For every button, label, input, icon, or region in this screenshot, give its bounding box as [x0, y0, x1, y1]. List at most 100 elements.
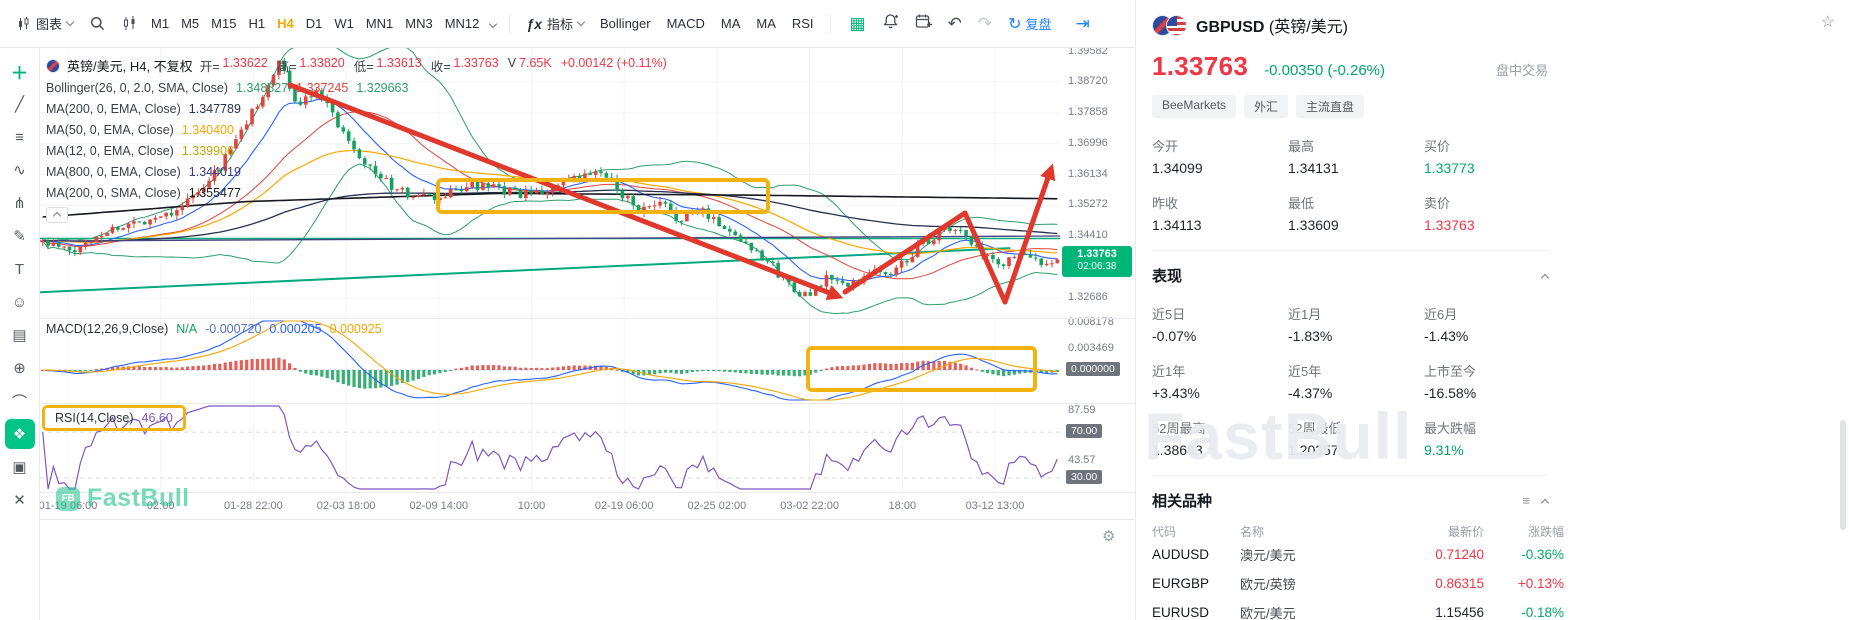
indicator-label: MA(50, 0, EMA, Close): [46, 122, 174, 137]
indicator-value: 1.355477: [188, 185, 241, 200]
calendar-add-icon[interactable]: [915, 13, 932, 35]
price-axis[interactable]: 1.33763 02:06:38 1.39582 1.38720 1.37858 1.…: [1060, 0, 1135, 620]
timeframe-h4[interactable]: H4: [272, 11, 299, 36]
indicator-legend-row[interactable]: MA(12, 0, EMA, Close) 1.339906: [46, 140, 667, 161]
replay-button[interactable]: ↻ 复盘: [1008, 14, 1051, 34]
pane-separator[interactable]: [40, 318, 1135, 319]
ma12-line: [42, 98, 1058, 282]
time-axis[interactable]: 01-19 06:00 02:00 01-28 22:00 02-03 18:00 02…: [0, 492, 1135, 520]
macd-legend[interactable]: MACD(12,26,9,Close) N/A -0.000720 0.000205…: [46, 322, 382, 336]
trendline-icon[interactable]: ╱: [14, 96, 25, 113]
search-button[interactable]: [82, 9, 112, 39]
scrollbar[interactable]: [1840, 420, 1846, 530]
symbol-change: -0.18%: [1521, 605, 1564, 620]
timeframe-w1[interactable]: W1: [329, 11, 359, 36]
timeframe-h1[interactable]: H1: [243, 11, 270, 36]
legend-collapse-button[interactable]: [46, 207, 68, 223]
macd-bar: [534, 367, 539, 370]
macd-bar: [132, 366, 136, 370]
main-price-chart[interactable]: [40, 48, 1060, 318]
pitchfork-icon[interactable]: ⋔: [13, 195, 26, 212]
timeframe-m15[interactable]: M15: [206, 11, 241, 36]
tag-chip[interactable]: 主流直盘: [1296, 95, 1365, 118]
candle-body: [362, 158, 367, 165]
tag-chip[interactable]: BeeMarkets: [1152, 95, 1237, 118]
timeframe-dropdown-icon[interactable]: [489, 19, 498, 28]
candle-body: [507, 187, 512, 195]
chart-menu-button[interactable]: 图表: [10, 9, 80, 38]
performance-value: +3.43%: [1152, 385, 1200, 401]
timeframe-d1[interactable]: D1: [301, 11, 328, 36]
fib-lines-icon[interactable]: ≡: [15, 128, 24, 146]
performance-label: 上市至今: [1424, 364, 1477, 379]
pane-separator[interactable]: [40, 403, 1135, 404]
macd-bar: [980, 370, 984, 372]
timeframe-mn3[interactable]: MN3: [400, 11, 437, 36]
delete-icon[interactable]: ✕: [13, 492, 26, 509]
collapse-panel-icon[interactable]: ⇥: [1075, 13, 1090, 33]
related-row-eurusd[interactable]: EURUSD 欧元/美元 1.15456 -0.18%: [1152, 598, 1564, 620]
related-row-audusd[interactable]: AUDUSD 澳元/美元 0.71240 -0.36%: [1152, 540, 1564, 569]
timeframe-m1[interactable]: M1: [146, 11, 174, 36]
indicator-legend-row[interactable]: MA(200, 0, EMA, Close) 1.347789: [46, 98, 667, 119]
candle-body: [486, 183, 491, 188]
list-view-icon[interactable]: ≡: [1522, 493, 1530, 508]
timeframe-m5[interactable]: M5: [176, 11, 204, 36]
chart-settings-gear-icon[interactable]: ⚙: [1102, 528, 1116, 545]
stat-value: 1.33763: [1424, 217, 1475, 233]
usd-flag-icon: [1166, 14, 1187, 36]
macd-bar: [690, 370, 694, 373]
macd-bar: [330, 370, 335, 380]
add-icon[interactable]: ＋: [11, 63, 28, 83]
layout-grid-icon[interactable]: ▦: [849, 13, 866, 33]
candle-body: [717, 217, 721, 227]
macd-bar: [615, 369, 619, 371]
measure-icon[interactable]: ▤: [12, 327, 27, 344]
indicator-legend-row[interactable]: MA(800, 0, EMA, Close) 1.344019: [46, 161, 667, 182]
favorite-star-icon[interactable]: ☆: [1820, 14, 1835, 31]
indicator-shortcut-macd-1[interactable]: MACD: [660, 11, 712, 36]
macd-pane[interactable]: [40, 318, 1060, 403]
macd-bar: [765, 370, 770, 375]
chart-legend: 英镑/美元, H4, 不复权 开= 1.33622 高= 1.33820 低= 1.336…: [46, 54, 667, 223]
rsi-pane[interactable]: [40, 403, 1060, 492]
rsi-legend-highlight-box[interactable]: RSI(14,Close) 46.60: [42, 405, 186, 431]
undo-icon[interactable]: ↶: [947, 13, 962, 33]
emoji-icon[interactable]: ☺: [11, 293, 28, 311]
timeframe-mn12[interactable]: MN12: [440, 11, 485, 36]
performance-value: -0.07%: [1152, 328, 1197, 344]
indicator-shortcut-bollinger-0[interactable]: Bollinger: [593, 11, 658, 36]
macd-bar: [427, 370, 431, 376]
ohlc-label: 低=: [353, 60, 374, 74]
redo-icon[interactable]: ↷: [977, 13, 993, 33]
indicator-shortcut-ma-3[interactable]: MA: [749, 11, 783, 36]
performance-value: 1.20357: [1288, 442, 1339, 458]
timeframe-mn1[interactable]: MN1: [361, 11, 398, 36]
chart-style-icon: [123, 16, 135, 30]
indicator-legend-row[interactable]: Bollinger(26, 0, 2.0, SMA, Close) 1.34882…: [46, 77, 667, 98]
text-tool-icon[interactable]: T: [14, 260, 25, 278]
related-row-eurgbp[interactable]: EURGBP 欧元/英镑 0.86315 +0.13%: [1152, 569, 1564, 598]
shapes-tool-icon[interactable]: ❖: [4, 419, 35, 449]
indicators-button[interactable]: ƒx 指标: [519, 9, 591, 38]
elliott-wave-icon[interactable]: ∿: [13, 162, 26, 179]
zoom-icon[interactable]: ⊕: [13, 360, 26, 377]
collapse-performance-icon[interactable]: [1540, 273, 1550, 282]
symbol-title: GBPUSD (英镑/美元): [1196, 13, 1348, 37]
lock-icon[interactable]: ▣: [12, 459, 27, 476]
magnet-icon[interactable]: ⌒: [11, 393, 27, 411]
candle-body: [985, 254, 990, 256]
chart-style-button[interactable]: [114, 9, 144, 39]
tag-chip[interactable]: 外汇: [1244, 95, 1289, 118]
rsi-label: RSI(14,Close): [55, 411, 134, 425]
performance-value: -1.43%: [1424, 328, 1469, 344]
brush-icon[interactable]: ✎: [13, 228, 26, 245]
alert-add-icon[interactable]: [882, 13, 899, 35]
indicator-shortcut-rsi-4[interactable]: RSI: [785, 11, 821, 36]
macd-bar: [347, 370, 351, 386]
indicator-legend-row[interactable]: MA(50, 0, EMA, Close) 1.340400: [46, 119, 667, 140]
indicator-legend-row[interactable]: MA(200, 0, SMA, Close) 1.355477: [46, 182, 667, 203]
indicator-shortcut-ma-2[interactable]: MA: [714, 11, 748, 36]
collapse-related-icon[interactable]: [1540, 498, 1550, 507]
macd-bar: [153, 367, 158, 370]
